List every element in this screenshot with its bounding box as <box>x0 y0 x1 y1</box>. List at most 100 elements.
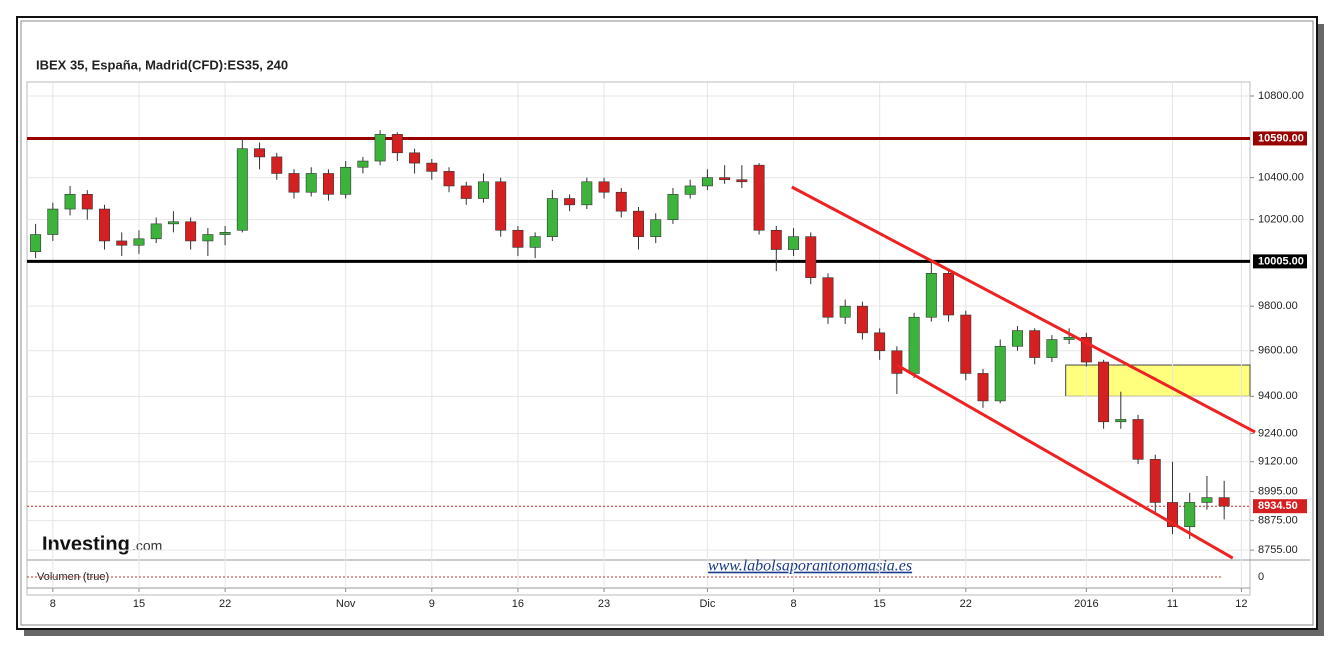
x-tick-label: 22 <box>219 598 231 610</box>
candle-body <box>822 277 834 318</box>
y-tick-label: 8995.00 <box>1258 485 1298 497</box>
y-tick-label: 9240.00 <box>1258 427 1298 439</box>
candle-body <box>529 236 541 248</box>
candle-body <box>667 194 679 220</box>
candle-body <box>874 332 886 352</box>
candle-body <box>99 208 110 242</box>
x-tick-label: Nov <box>336 598 356 610</box>
candle-body <box>495 181 507 231</box>
x-tick-label: 22 <box>960 598 972 610</box>
candle-body <box>994 345 1006 402</box>
candle-body <box>805 236 817 278</box>
x-tick-label: 8 <box>790 598 796 610</box>
level-label: 8934.50 <box>1258 500 1298 512</box>
candle-body <box>1029 330 1041 358</box>
candle-body <box>443 171 455 187</box>
candle-body <box>1080 336 1092 363</box>
candle-body <box>1149 459 1161 503</box>
volume-label: Volumen (true) <box>37 571 109 583</box>
candle-body <box>943 273 955 316</box>
candle-body <box>633 210 644 237</box>
candle-body <box>236 148 248 231</box>
candle-body <box>81 194 93 210</box>
candle-body <box>839 305 851 318</box>
candle-body <box>340 166 352 195</box>
x-tick-label: 8 <box>50 598 56 610</box>
y-tick-label: 10800.00 <box>1258 90 1304 102</box>
logo-brand: Investing <box>42 533 130 555</box>
candle-body <box>1184 502 1196 528</box>
candle-body <box>1063 336 1075 340</box>
candle-body <box>271 156 283 174</box>
candle-body <box>116 240 128 246</box>
trendline <box>791 185 1256 434</box>
candle-body <box>322 173 334 195</box>
candle-body <box>650 219 662 237</box>
candle-body <box>1218 497 1230 507</box>
candle-body <box>598 181 610 193</box>
plot-area <box>26 81 1251 596</box>
candle-body <box>478 181 489 199</box>
candle-body <box>564 198 576 206</box>
candle-body <box>925 273 937 318</box>
y-tick-label: 9800.00 <box>1258 300 1298 312</box>
candle-body <box>701 177 713 187</box>
x-tick-label: 23 <box>598 598 610 610</box>
x-tick-label: 15 <box>874 598 886 610</box>
candle-body <box>30 234 42 252</box>
candle-body <box>167 221 179 225</box>
y-tick-label: 8875.00 <box>1258 515 1298 527</box>
logo-suffix: .com <box>132 538 162 554</box>
candle-body <box>64 194 76 210</box>
candle-body <box>770 229 782 250</box>
candle-body <box>47 208 59 235</box>
candle-body <box>753 164 765 231</box>
candle-body <box>1115 419 1127 423</box>
candle-body <box>1167 502 1178 528</box>
candle-body <box>977 373 989 402</box>
candle-body <box>305 173 317 193</box>
candle-body <box>254 148 266 158</box>
level-label-box <box>1253 499 1307 514</box>
x-tick-label: 15 <box>133 598 145 610</box>
level-label: 10005.00 <box>1258 255 1304 267</box>
watermark: www.labolsaporantonomasia.es <box>708 558 912 575</box>
candle-body <box>908 316 920 374</box>
candle-body <box>409 152 421 164</box>
candle-body <box>391 134 403 154</box>
candle-body <box>1046 339 1058 358</box>
level-label: 10590.00 <box>1258 132 1304 144</box>
level-label-box <box>1253 254 1307 269</box>
candle-body <box>288 173 300 193</box>
candle-body <box>357 160 369 168</box>
candle-body <box>615 191 627 212</box>
candle-body <box>581 181 593 206</box>
candle-body <box>891 350 903 374</box>
candle-body <box>460 185 472 199</box>
candle-body <box>788 236 799 250</box>
candle-body <box>374 134 386 162</box>
x-tick-label: 12 <box>1235 598 1247 610</box>
x-tick-label: 2016 <box>1074 598 1098 610</box>
y-tick-label: 10200.00 <box>1258 214 1304 226</box>
candle-body <box>736 179 748 183</box>
x-tick-label: Dic <box>699 598 715 610</box>
y-tick-label: 9600.00 <box>1258 345 1298 357</box>
chart-title: IBEX 35, España, Madrid(CFD):ES35, 240 <box>36 57 288 72</box>
candle-body <box>512 229 524 248</box>
candle-body <box>202 234 214 242</box>
x-tick-label: 9 <box>429 598 435 610</box>
y-tick-label: 8755.00 <box>1258 544 1298 556</box>
candle-body <box>1098 361 1110 423</box>
candle-body <box>684 185 696 195</box>
candle-body <box>719 177 731 180</box>
y-tick-label: 9400.00 <box>1258 390 1298 402</box>
candle-body <box>1132 419 1144 460</box>
candle-body <box>219 232 231 235</box>
trendline <box>896 363 1234 560</box>
candle-body <box>426 162 438 172</box>
candle-body <box>150 223 162 240</box>
level-label-box <box>1253 131 1307 146</box>
candle-body <box>1011 330 1023 347</box>
y-tick-label: 0 <box>1258 571 1264 583</box>
